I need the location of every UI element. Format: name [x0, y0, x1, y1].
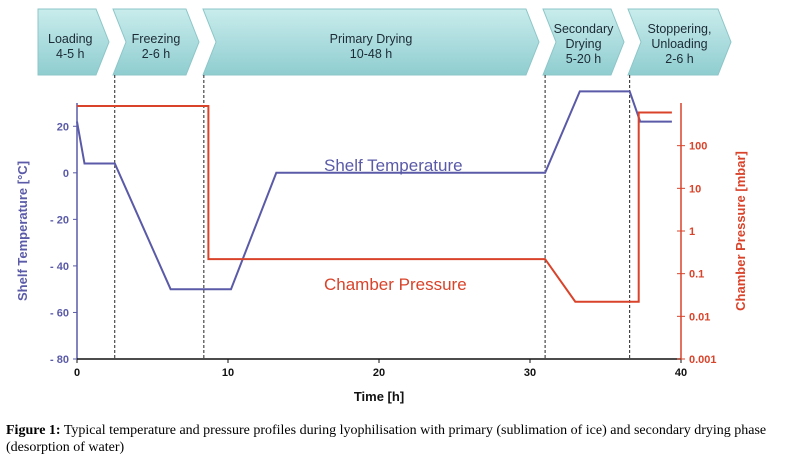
- phase-name-5: Stoppering,: [648, 22, 712, 36]
- phase-name-3: Primary Drying: [330, 32, 413, 46]
- y-right-tick-label: 0.001: [689, 354, 717, 366]
- phase-duration-4: 5-20 h: [566, 52, 601, 66]
- phase-chevron-1: [37, 8, 110, 76]
- phase-chevron-3: [202, 8, 540, 76]
- x-tick-label: 10: [222, 367, 234, 379]
- phase-duration-1: 4-5 h: [56, 47, 85, 61]
- series-lines: [76, 90, 672, 303]
- phase-name-5: Unloading: [651, 37, 707, 51]
- phase-name-1: Loading: [48, 32, 93, 46]
- phase-chevron-5: [627, 8, 732, 76]
- y-right-tick-label: 0.1: [689, 269, 704, 281]
- axes: 0 10 20 30 40 20 0 - 20 - 40 - 60 - 80 100 10 1 0.1 0.0…: [15, 103, 748, 404]
- phase-chevron-2: [112, 8, 200, 76]
- phase-name-4: Secondary: [554, 22, 615, 36]
- y-right-tick-label: 1: [689, 226, 695, 238]
- y-right-tick-label: 0.01: [689, 311, 710, 323]
- y-right-tick-label: 10: [689, 183, 701, 195]
- phase-name-2: Freezing: [132, 32, 181, 46]
- caption-text: Typical temperature and pressure profile…: [6, 423, 767, 455]
- y-left-tick-label: - 20: [50, 214, 69, 226]
- y-right-tick-label: 100: [689, 141, 707, 153]
- y-left-tick-label: - 60: [50, 307, 69, 319]
- series-line-2: [77, 105, 672, 303]
- y-left-tick-label: - 40: [50, 261, 69, 273]
- labels: Shelf Temperature Chamber Pressure: [324, 156, 467, 294]
- series-label-2: Chamber Pressure: [324, 275, 467, 294]
- phase-duration-3: 10-48 h: [350, 47, 392, 61]
- x-tick-label: 30: [524, 367, 536, 379]
- y-left-tick-label: 0: [63, 168, 69, 180]
- y-left-tick-label: - 80: [50, 354, 69, 366]
- series-line-1: [76, 90, 672, 291]
- caption-label: Figure 1:: [6, 423, 61, 438]
- y-left-axis-title: Shelf Temperature [°C]: [15, 161, 30, 301]
- figure-caption: Figure 1: Typical temperature and pressu…: [6, 422, 776, 456]
- y-left-tick-label: 20: [57, 121, 69, 133]
- x-tick-label: 20: [373, 367, 385, 379]
- x-axis-title: Time [h]: [354, 389, 404, 404]
- phase-chevron-4: [542, 8, 625, 76]
- x-tick-label: 0: [74, 367, 80, 379]
- phase-name-4: Drying: [565, 37, 601, 51]
- x-tick-label: 40: [675, 367, 687, 379]
- phase-duration-2: 2-6 h: [142, 47, 171, 61]
- phase-boundaries: [114, 75, 631, 359]
- phase-duration-5: 2-6 h: [665, 52, 694, 66]
- series-label-1: Shelf Temperature: [324, 156, 463, 175]
- y-right-axis-title: Chamber Pressure [mbar]: [733, 151, 748, 311]
